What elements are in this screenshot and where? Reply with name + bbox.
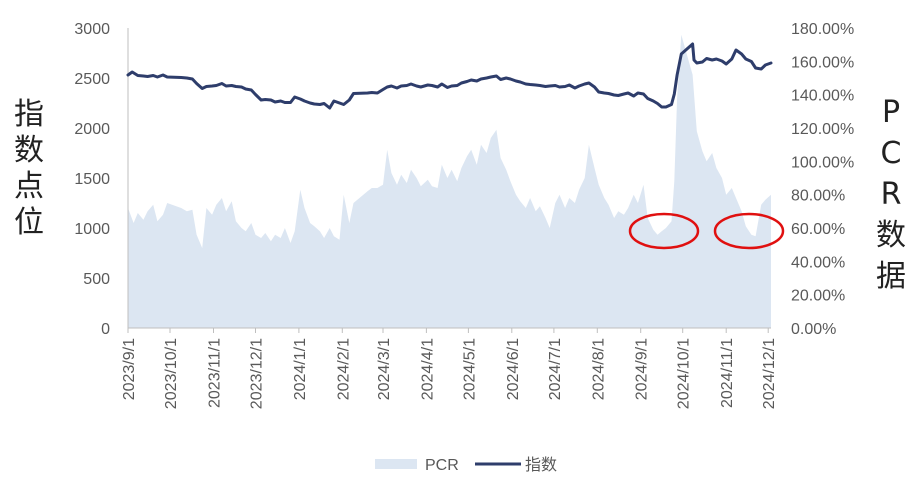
x-tick-label: 2024/5/1	[461, 338, 478, 400]
y-right-tick-label: 100.00%	[791, 154, 854, 171]
right-axis-title-char: 数	[876, 218, 906, 253]
x-tick-label: 2024/1/1	[292, 338, 309, 400]
x-tick-label: 2024/12/1	[761, 338, 778, 409]
x-tick-label: 2023/12/1	[249, 338, 266, 409]
x-tick-label: 2024/7/1	[547, 338, 564, 400]
y-right-tick-label: 180.00%	[791, 21, 854, 38]
x-tick-label: 2024/8/1	[590, 338, 607, 400]
left-axis-title-char: 点	[14, 169, 44, 204]
y-left-tick-label: 1000	[74, 221, 110, 238]
index-line-layer	[126, 42, 773, 110]
y-right-tick-label: 20.00%	[791, 288, 845, 305]
x-tick-label: 2023/9/1	[121, 338, 138, 400]
y-right-tick-label: 140.00%	[791, 88, 854, 105]
x-tick-label: 2024/11/1	[719, 338, 736, 408]
left-axis-title-char: 数	[14, 133, 44, 168]
y-left-tick-label: 2500	[74, 71, 110, 88]
right-axis-title-char: C	[881, 136, 902, 171]
right-axis-title-char: R	[881, 177, 902, 212]
y-left-tick-label: 3000	[74, 21, 110, 38]
x-tick-label: 2024/9/1	[634, 338, 651, 400]
right-axis-title-char: 据	[876, 259, 906, 294]
x-tick-label: 2024/4/1	[419, 338, 436, 400]
legend: PCR 指数	[375, 456, 557, 474]
y-left-tick-label: 500	[83, 271, 110, 288]
highlight-circle-september	[628, 212, 700, 250]
right-axis-title-char: P	[882, 95, 900, 130]
left-axis-title-char: 指	[14, 97, 44, 132]
legend-index-label: 指数	[525, 456, 557, 474]
x-tick-label: 2023/11/1	[207, 338, 224, 408]
pcr-area-layer	[128, 34, 771, 328]
legend-items: PCR 指数	[375, 456, 557, 474]
y-right-tick-label: 0.00%	[791, 321, 836, 338]
y-left-tick-label: 0	[101, 321, 110, 338]
legend-pcr-label: PCR	[425, 457, 459, 474]
highlight-circle-november	[713, 212, 785, 250]
pcr-area	[128, 34, 771, 328]
x-tick-label: 2023/10/1	[163, 338, 180, 409]
left-axis-title-char: 位	[14, 205, 44, 240]
y-right-tick-label: 60.00%	[791, 221, 845, 238]
x-tick-label: 2024/2/1	[335, 338, 352, 400]
x-tick-label: 2024/3/1	[376, 338, 393, 400]
y-left-tick-label: 1500	[74, 171, 110, 188]
annotation-layer	[628, 212, 785, 250]
index-line	[126, 42, 773, 110]
tick-label-layer: 0 500 1000 1500 2000 2500 3000 0.00% 20.00% 40.00…	[74, 21, 854, 409]
y-left-tick-label: 2000	[74, 121, 110, 138]
x-tick-label: 2024/6/1	[505, 338, 522, 400]
y-right-tick-label: 160.00%	[791, 54, 854, 71]
x-tick-label: 2024/10/1	[676, 338, 693, 409]
y-right-tick-label: 120.00%	[791, 121, 854, 138]
legend-pcr-swatch	[375, 459, 417, 469]
axes-layer	[127, 28, 771, 333]
y-right-tick-label: 80.00%	[791, 188, 845, 205]
y-right-tick-label: 40.00%	[791, 254, 845, 271]
